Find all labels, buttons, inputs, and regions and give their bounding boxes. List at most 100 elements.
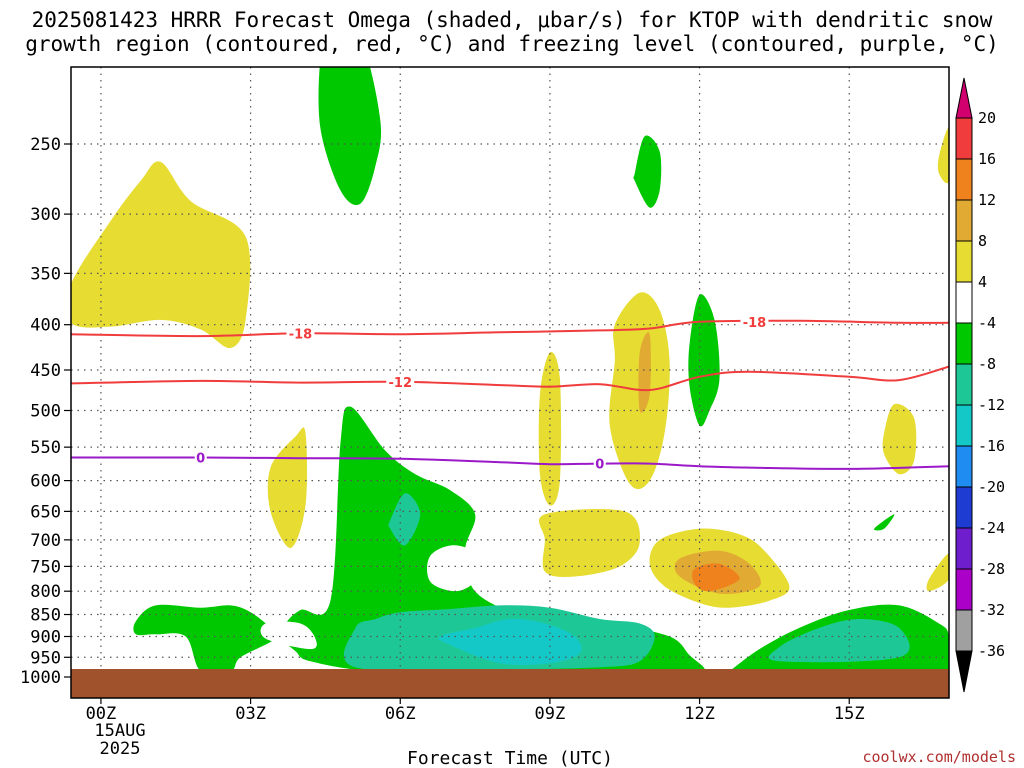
contour-label-bg-0 [286,325,315,340]
omega-region-17 [133,604,278,675]
colorbar-box-9 [955,486,973,529]
y-tick-label-750: 750 [30,557,61,577]
colorbar-label--12: -12 [978,396,1005,414]
y-tick-label-300: 300 [30,205,61,225]
omega-region-4 [882,403,917,475]
colorbar-label--8: -8 [978,355,996,373]
colorbar-box-12 [955,609,973,652]
x-tick-label-06Z: 06Z [385,704,416,724]
colorbar-box-2 [955,199,973,242]
colorbar-label-12: 12 [978,191,996,209]
chart-title-line-1: 2025081423 HRRR Forecast Omega (shaded, … [31,8,993,32]
y-tick-label-600: 600 [30,472,61,492]
omega-region-2 [538,351,562,506]
omega-region-11 [692,563,740,592]
colorbar-top-arrow [955,77,973,119]
contour-label-4: 0 [595,458,604,473]
y-tick-label-250: 250 [30,135,61,155]
colorbar-label--16: -16 [978,437,1005,455]
x-tick-label-15Z: 15Z [834,704,865,724]
plot-area: -18 -18 -12 0 0 [71,67,949,698]
x-tick-label-03Z: 03Z [235,704,266,724]
y-tick-label-500: 500 [30,402,61,422]
omega-region-13 [633,135,662,208]
contour-line--18-0 [71,319,949,338]
colorbar-box-6 [955,363,973,406]
colorbar-box-11 [955,568,973,611]
colorbar-label--32: -32 [978,601,1005,619]
contour-lines: -18 -18 -12 0 0 [71,313,949,473]
contour-label-1: -18 [743,316,767,331]
ground-layer [71,669,949,698]
colorbar-box-1 [955,158,973,201]
colorbar-bottom-arrow [955,650,973,693]
contour-label-bg-1 [740,313,769,328]
omega-region-5 [538,509,640,577]
omega-region-21 [768,619,910,663]
omega-region-14 [688,294,720,427]
contour-label-bg-3 [194,449,207,464]
colorbar-label--20: -20 [978,478,1005,496]
time-axis: 00Z 03Z 06Z 09Z 12Z 15Z [86,698,865,724]
contour-label-bg-2 [386,373,415,388]
colorbar-label-16: 16 [978,150,996,168]
omega-region-7 [926,553,949,592]
colorbar-label--4: -4 [978,314,996,332]
omega-colorbar: 20 16 12 8 4 -4 -8 -12 -16 -20 -24 -28 -32 -36 [955,77,1005,693]
omega-clear-region-0 [427,545,486,592]
colorbar-label-4: 4 [978,273,987,291]
colorbar-label--36: -36 [978,642,1005,660]
colorbar-box-10 [955,527,973,570]
colorbar-box-8 [955,445,973,488]
colorbar-label--24: -24 [978,519,1005,537]
y-tick-label-450: 450 [30,361,61,381]
date-label-day: 15AUG [94,721,145,741]
omega-region-8 [937,128,949,184]
colorbar-box-4 [955,281,973,324]
x-tick-label-00Z: 00Z [86,704,117,724]
contour-label-3: 0 [196,451,205,466]
pressure-axis: 2503003504004505005506006507007508008509… [20,135,71,688]
y-tick-label-650: 650 [30,502,61,522]
colorbar-box-3 [955,240,973,283]
y-tick-label-1000: 1000 [20,668,61,688]
plot-frame [70,66,950,699]
date-label-year: 2025 [100,739,141,759]
contour-line-0-2 [71,456,949,470]
grid-lines [71,67,949,669]
x-tick-label-12Z: 12Z [684,704,715,724]
x-tick-label-09Z: 09Z [535,704,566,724]
site-credit: coolwx.com/models [862,748,1016,766]
chart-title-line-2: growth region (contoured, red, °C) and f… [25,32,999,56]
colorbar-box-0 [955,117,973,160]
y-tick-label-850: 850 [30,606,61,626]
colorbar-label-8: 8 [978,232,987,250]
omega-region-3 [267,427,308,549]
omega-region-9 [638,332,651,413]
contour-label-2: -12 [389,376,413,391]
y-tick-label-550: 550 [30,438,61,458]
y-tick-label-950: 950 [30,648,61,668]
omega-region-20 [388,493,421,546]
contour-label-bg-4 [593,455,606,470]
colorbar-box-7 [955,404,973,447]
omega-region-22 [438,618,582,666]
omega-region-0 [71,161,251,349]
contour-label-0: -18 [289,327,313,342]
omega-region-16 [280,406,705,672]
omega-clear-region-1 [260,621,317,650]
omega-region-15 [873,514,895,531]
contour-line--12-1 [71,365,949,392]
omega-shading [71,67,949,675]
colorbar-box-5 [955,322,973,365]
ground-fill [71,669,949,698]
colorbar-label-20: 20 [978,109,996,127]
x-axis-title: Forecast Time (UTC) [407,748,613,768]
y-tick-label-700: 700 [30,531,61,551]
omega-region-12 [318,67,382,206]
y-tick-label-800: 800 [30,582,61,602]
y-tick-label-350: 350 [30,264,61,284]
y-tick-label-400: 400 [30,316,61,336]
y-tick-label-900: 900 [30,627,61,647]
